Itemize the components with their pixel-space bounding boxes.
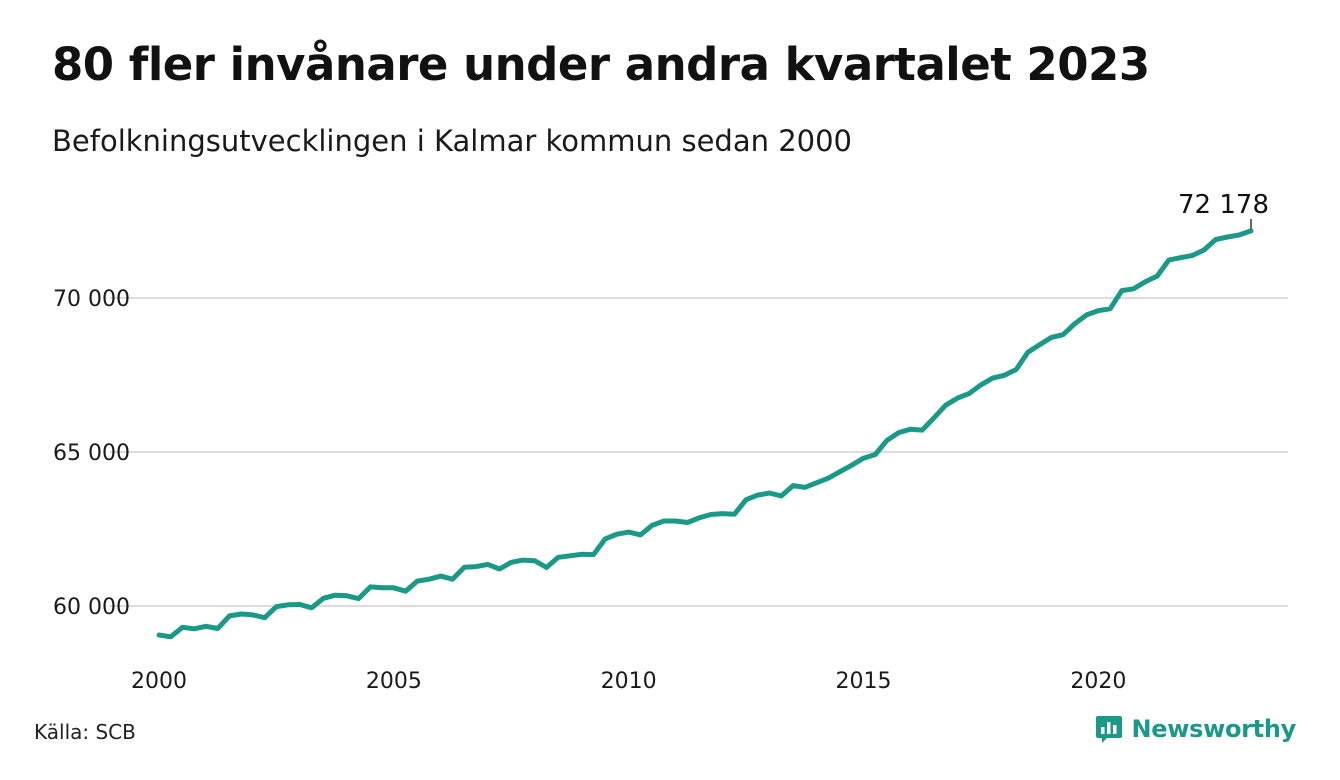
x-tick-label: 2000 — [131, 669, 187, 694]
end-value-annotation: 72 178 — [1178, 190, 1269, 229]
y-tick-label: 60 000 — [53, 595, 130, 620]
chart-title: 80 fler invånare under andra kvartalet 2… — [52, 38, 1150, 91]
bar-chart-speech-bubble-icon — [1096, 716, 1123, 743]
chart-subtitle: Befolkningsutvecklingen i Kalmar kommun … — [52, 124, 852, 158]
series-group — [156, 228, 1254, 640]
brand-name: Newsworthy — [1131, 715, 1296, 743]
y-axis-ticks: 60 000 65 000 70 000 — [53, 287, 130, 620]
gridlines — [110, 297, 1288, 607]
y-tick-label: 65 000 — [53, 441, 130, 466]
y-tick-label: 70 000 — [53, 287, 130, 312]
series-line-population — [156, 228, 1254, 640]
x-tick-label: 2010 — [601, 669, 657, 694]
end-value-label: 72 178 — [1178, 190, 1269, 220]
x-tick-label: 2015 — [836, 669, 892, 694]
x-tick-label: 2005 — [366, 669, 422, 694]
x-tick-label: 2020 — [1070, 669, 1126, 694]
x-axis-ticks: 2000 2005 2010 2015 2020 — [131, 669, 1126, 694]
source-note: Källa: SCB — [34, 720, 136, 744]
brand-logo[interactable]: Newsworthy — [1095, 714, 1296, 744]
